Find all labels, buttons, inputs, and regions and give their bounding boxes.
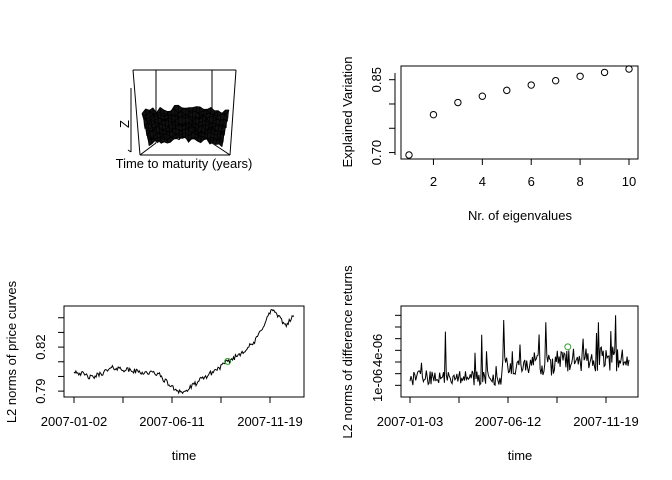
surface-x-label: Time to maturity (years) [116,156,253,171]
plot-box [63,305,305,398]
y-axis-label: Explained Variation [340,56,355,167]
y-tick-label: 0.70 [369,140,384,165]
y-tick-label: 0.79 [33,378,48,403]
x-axis-label: time [508,448,533,463]
y-tick-label: 1e-06 [370,369,385,402]
x-tick-label: 2007-11-19 [573,414,639,429]
surface-panel: Z Time to maturity (years) [116,69,253,171]
data-point [503,86,511,95]
explained-variation-panel: 2 4 6 8 10 0.70 0.85 Nr. of eigenvalues Expla… [340,56,639,223]
x-tick-label: 2007-06-12 [475,414,542,429]
surface-mesh [141,104,230,147]
x-tick-label: 2007-11-19 [237,414,303,429]
series-line [73,308,295,395]
highlight-point [564,343,572,351]
highlight-point [224,357,232,365]
x-tick-label: 6 [528,174,535,189]
data-point [600,68,609,77]
data-point [625,65,633,73]
x-tick-label: 2007-01-02 [41,414,108,429]
x-tick-label: 8 [576,174,583,189]
y-tick-label: 4e-06 [370,334,385,367]
x-tick-label: 2007-06-11 [139,414,205,429]
x-axis-label: Nr. of eigenvalues [468,208,573,223]
data-point [454,98,462,107]
data-point [429,110,438,119]
x-tick-label: 4 [479,174,486,189]
plot-box [400,65,639,160]
y-axis-label: L2 norms of price curves [4,280,19,423]
x-axis-label: time [172,448,197,463]
data-point [405,151,413,159]
series-line [409,315,630,387]
surface-z-label: Z [117,120,132,128]
x-axis: 2007-01-02 2007-06-11 2007-11-19 [41,396,303,429]
y-axis-label: L2 norms of difference returns [340,265,355,439]
y-tick-label: 0.82 [33,334,48,359]
data-point [551,76,560,85]
y-axis: 0.79 0.82 [33,316,65,404]
surface-z-axis [127,88,132,153]
data-point [527,81,535,89]
y-tick-label: 0.85 [369,67,384,92]
y-axis: 1e-06 4e-06 [370,314,402,402]
data-point [576,72,584,80]
data-point [478,92,487,100]
x-tick-label: 10 [622,174,636,189]
x-axis: 2007-01-03 2007-06-12 2007-11-19 [377,396,639,429]
x-axis: 2 4 6 8 10 [430,158,636,189]
difference-returns-panel: 2007-01-03 2007-06-12 2007-11-19 1e-06 4e-0… [340,265,639,463]
x-tick-label: 2 [430,174,437,189]
x-tick-label: 2007-01-03 [377,414,444,429]
surface-box [132,69,237,156]
price-curves-panel: 2007-01-02 2007-06-11 2007-11-19 0.790.82 … [4,280,305,463]
surface-wireframe [141,104,230,147]
y-axis: 0.70 0.85 [369,67,396,165]
